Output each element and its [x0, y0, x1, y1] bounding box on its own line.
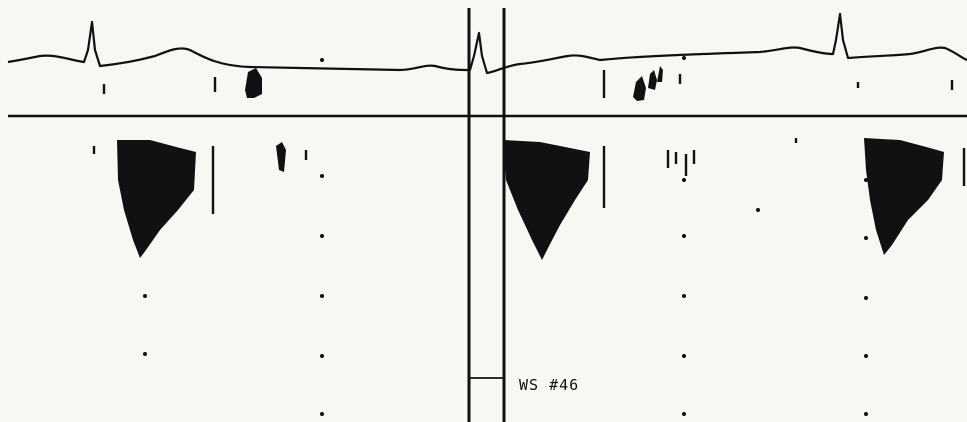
- spectral-envelope: [504, 140, 590, 260]
- upper-signal-blob: [633, 76, 646, 101]
- grid-dot: [320, 234, 324, 238]
- upper-signal-blob: [245, 68, 262, 98]
- grid-dot: [320, 354, 324, 358]
- grid-dot: [864, 296, 868, 300]
- grid-dot: [864, 236, 868, 240]
- grid-dot: [864, 178, 868, 182]
- grid-dot: [682, 294, 686, 298]
- grid-dot: [864, 412, 868, 416]
- upper-signal-blob: [648, 70, 657, 90]
- signal-artifact: [276, 142, 286, 172]
- grid-dot: [682, 56, 686, 60]
- grid-dot: [682, 234, 686, 238]
- grid-dot: [682, 412, 686, 416]
- grid-dot: [756, 208, 760, 212]
- grid-dot: [143, 352, 147, 356]
- grid-dot: [143, 294, 147, 298]
- upper-signal-blob: [657, 66, 663, 82]
- grid-dot: [682, 354, 686, 358]
- annotation-label: WS #46: [519, 376, 579, 394]
- grid-dot: [320, 174, 324, 178]
- grid-dot: [320, 294, 324, 298]
- grid-dot: [320, 58, 324, 62]
- grid-dot: [320, 412, 324, 416]
- spectral-envelope: [117, 140, 196, 258]
- spectral-envelope: [864, 138, 944, 255]
- grid-dot: [682, 178, 686, 182]
- ecg-waveform: [7, 12, 967, 75]
- grid-dot: [864, 354, 868, 358]
